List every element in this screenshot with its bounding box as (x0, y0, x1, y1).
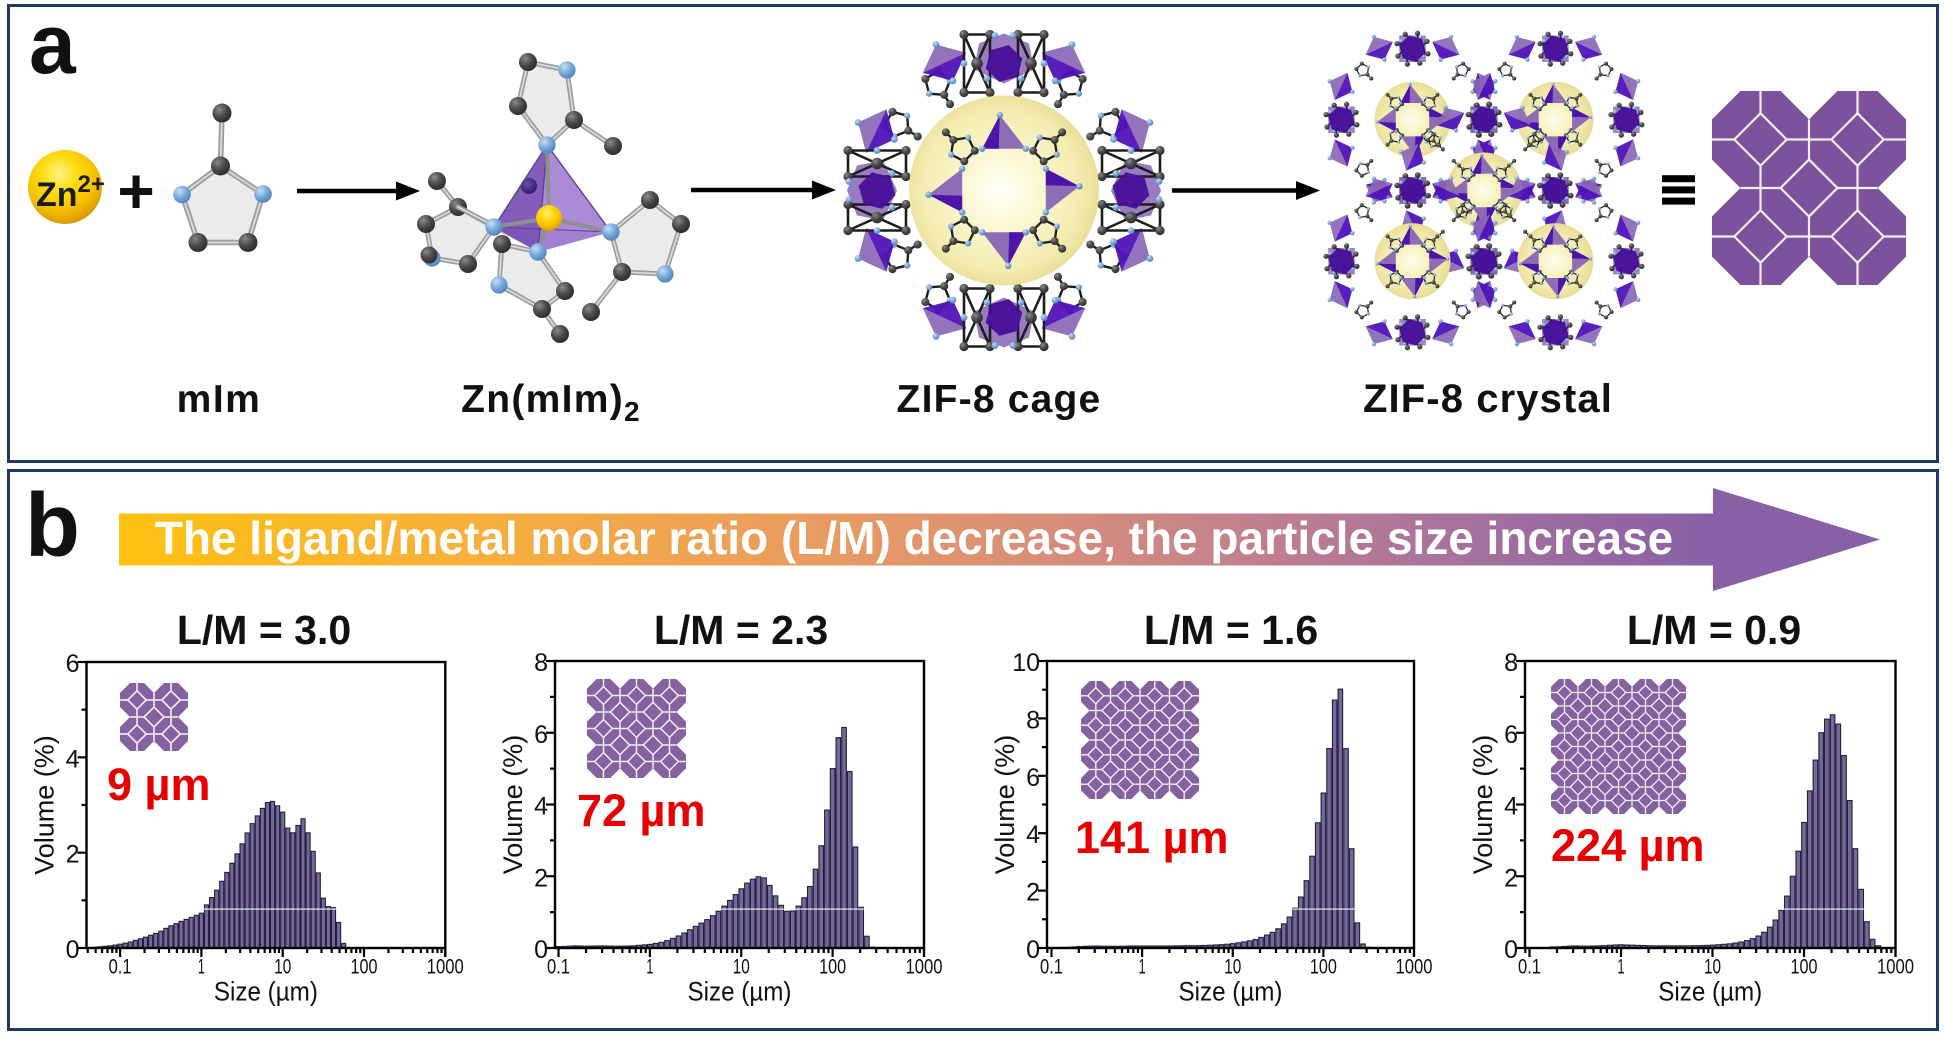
svg-text:Volume (%): Volume (%) (1468, 735, 1498, 875)
svg-text:Volume (%): Volume (%) (498, 735, 528, 875)
svg-text:141 µm: 141 µm (1075, 812, 1229, 863)
svg-text:b: b (25, 476, 80, 576)
svg-text:1: 1 (1139, 956, 1146, 979)
svg-text:0: 0 (534, 936, 548, 964)
svg-text:a: a (29, 0, 77, 91)
svg-text:6: 6 (534, 721, 548, 749)
svg-text:1000: 1000 (1396, 956, 1433, 979)
svg-text:10: 10 (1224, 956, 1241, 979)
svg-text:Zn(mIm)2: Zn(mIm)2 (461, 378, 641, 427)
svg-text:8: 8 (1504, 649, 1518, 677)
svg-text:Size (µm): Size (µm) (688, 977, 792, 1007)
svg-text:9 µm: 9 µm (107, 759, 210, 810)
svg-text:0.1: 0.1 (1518, 956, 1541, 979)
svg-text:1: 1 (1618, 956, 1625, 979)
svg-text:1000: 1000 (1877, 956, 1914, 979)
svg-text:2: 2 (66, 841, 80, 869)
svg-text:L/M = 2.3: L/M = 2.3 (654, 607, 828, 653)
svg-text:100: 100 (819, 956, 846, 979)
svg-text:mIm: mIm (177, 378, 262, 421)
svg-text:1000: 1000 (906, 956, 943, 979)
svg-text:10: 10 (1704, 956, 1721, 979)
svg-text:The ligand/metal molar ratio (: The ligand/metal molar ratio (L/M) decre… (155, 512, 1674, 564)
svg-text:100: 100 (1310, 956, 1337, 979)
svg-text:L/M = 0.9: L/M = 0.9 (1627, 607, 1801, 653)
svg-text:Size (µm): Size (µm) (214, 977, 318, 1007)
svg-text:2: 2 (534, 864, 548, 892)
svg-text:4: 4 (66, 745, 80, 773)
svg-text:100: 100 (351, 956, 378, 979)
svg-text:+: + (117, 155, 154, 227)
svg-text:0: 0 (1504, 936, 1518, 964)
svg-text:0: 0 (66, 936, 80, 964)
svg-text:1: 1 (198, 956, 205, 979)
svg-text:L/M = 3.0: L/M = 3.0 (177, 607, 351, 653)
svg-text:0.1: 0.1 (109, 956, 132, 979)
svg-text:1: 1 (646, 956, 653, 979)
svg-text:Size (µm): Size (µm) (1179, 977, 1283, 1007)
svg-text:2: 2 (1504, 864, 1518, 892)
svg-text:L/M = 1.6: L/M = 1.6 (1144, 607, 1318, 653)
svg-text:8: 8 (534, 649, 548, 677)
svg-text:6: 6 (66, 650, 80, 678)
svg-text:2: 2 (1026, 879, 1040, 907)
svg-text:6: 6 (1026, 764, 1040, 792)
svg-text:0.1: 0.1 (1040, 956, 1063, 979)
svg-text:8: 8 (1026, 706, 1040, 734)
svg-text:72 µm: 72 µm (577, 785, 706, 836)
svg-text:Volume (%): Volume (%) (30, 735, 60, 875)
svg-text:10: 10 (1012, 649, 1040, 677)
svg-text:10: 10 (274, 956, 291, 979)
svg-text:10: 10 (733, 956, 750, 979)
svg-text:6: 6 (1504, 721, 1518, 749)
svg-text:100: 100 (1791, 956, 1818, 979)
svg-text:4: 4 (534, 793, 548, 821)
svg-text:4: 4 (1504, 793, 1518, 821)
svg-text:0.1: 0.1 (547, 956, 570, 979)
svg-text:224 µm: 224 µm (1551, 820, 1705, 871)
svg-text:ZIF-8 crystal: ZIF-8 crystal (1363, 377, 1613, 421)
svg-text:ZIF-8 cage: ZIF-8 cage (897, 378, 1102, 421)
svg-text:Volume (%): Volume (%) (990, 735, 1020, 875)
svg-text:4: 4 (1026, 821, 1040, 849)
svg-text:Size (µm): Size (µm) (1658, 977, 1762, 1007)
svg-text:0: 0 (1026, 936, 1040, 964)
svg-text:1000: 1000 (427, 956, 464, 979)
